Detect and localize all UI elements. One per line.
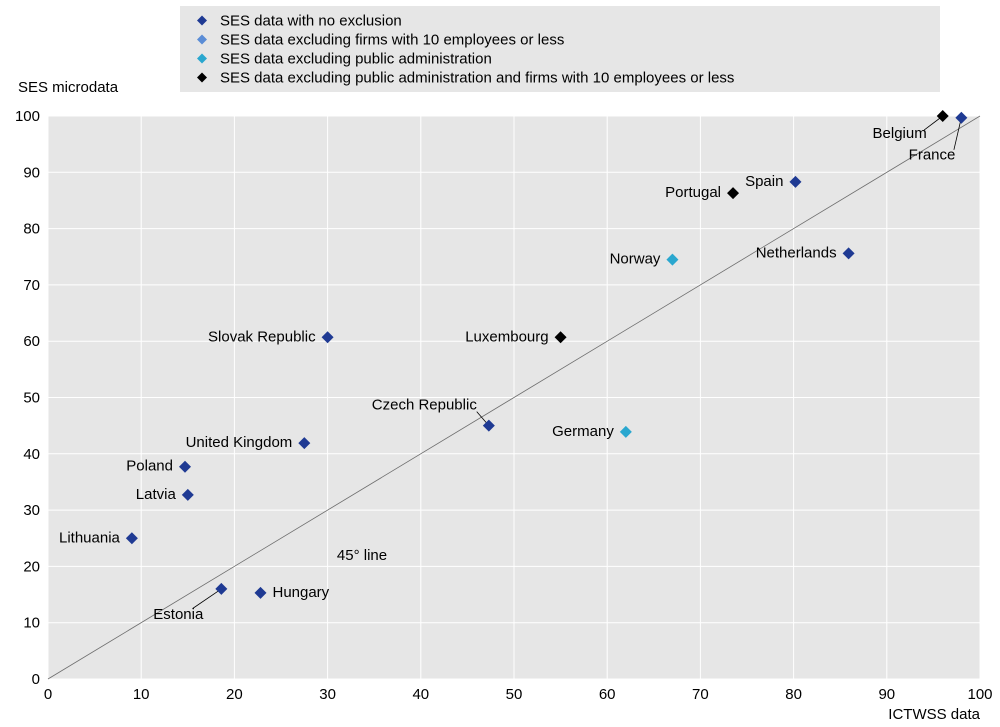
point-label: Poland — [126, 458, 173, 475]
point-label: Estonia — [153, 606, 204, 623]
point-label: Slovak Republic — [208, 328, 316, 345]
point-label: Belgium — [873, 125, 927, 142]
x-tick-label: 70 — [692, 686, 709, 703]
y-tick-label: 0 — [32, 671, 40, 688]
point-label: Latvia — [136, 486, 177, 503]
y-tick-label: 60 — [23, 333, 40, 350]
x-tick-label: 80 — [785, 686, 802, 703]
y-tick-label: 50 — [23, 390, 40, 407]
x-tick-label: 10 — [133, 686, 150, 703]
legend-label: SES data excluding firms with 10 employe… — [220, 32, 564, 49]
point-label: Hungary — [272, 584, 329, 601]
scatter-chart: SES data with no exclusion SES data exclu… — [0, 0, 1000, 727]
point-label: Norway — [610, 251, 661, 268]
y-tick-label: 30 — [23, 502, 40, 519]
x-tick-label: 20 — [226, 686, 243, 703]
point-label: France — [909, 147, 956, 164]
point-label: Czech Republic — [372, 397, 478, 414]
legend-label: SES data excluding public administration… — [220, 70, 734, 87]
y-tick-label: 90 — [23, 164, 40, 181]
x-axis-title: ICTWSS data — [888, 706, 980, 723]
x-tick-label: 40 — [412, 686, 429, 703]
y-axis-title: SES microdata — [18, 79, 119, 96]
point-label: Netherlands — [756, 244, 837, 261]
x-tick-label: 30 — [319, 686, 336, 703]
y-tick-label: 100 — [15, 108, 40, 125]
y-tick-label: 20 — [23, 558, 40, 575]
legend: SES data with no exclusion SES data exclu… — [180, 6, 940, 92]
x-tick-label: 100 — [967, 686, 992, 703]
x-tick-label: 0 — [44, 686, 52, 703]
y-tick-label: 70 — [23, 277, 40, 294]
point-label: Germany — [552, 423, 614, 440]
plot-area: 0 10 20 30 40 50 60 70 80 90 100 0 10 20 30 40 50 60 70 80 9… — [15, 108, 993, 703]
y-tick-label: 80 — [23, 221, 40, 238]
x-tick-label: 90 — [878, 686, 895, 703]
y-tick-label: 40 — [23, 446, 40, 463]
point-label: Lithuania — [59, 529, 121, 546]
point-label: Spain — [745, 173, 783, 190]
y-tick-label: 10 — [23, 615, 40, 632]
x-tick-label: 50 — [506, 686, 523, 703]
point-label: United Kingdom — [186, 434, 293, 451]
legend-label: SES data with no exclusion — [220, 13, 402, 30]
point-label: Luxembourg — [465, 328, 548, 345]
point-label: Portugal — [665, 184, 721, 201]
legend-label: SES data excluding public administration — [220, 51, 492, 68]
x-tick-label: 60 — [599, 686, 616, 703]
diagonal-label: 45° line — [337, 547, 387, 564]
